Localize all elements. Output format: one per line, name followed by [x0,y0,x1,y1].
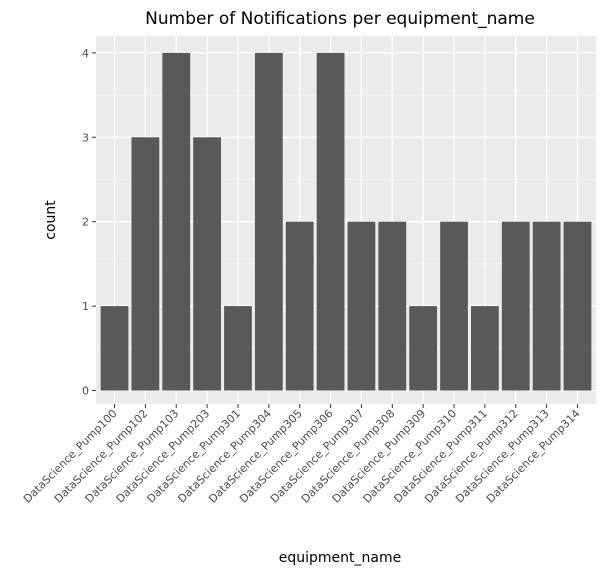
bar-DataScience_Pump308 [378,221,407,391]
y-tick-label: 3 [82,131,89,144]
bar-DataScience_Pump312 [501,221,530,391]
chart-title: Number of Notifications per equipment_na… [145,9,535,29]
y-axis: 0 1 2 3 4 [82,47,96,397]
bar-DataScience_Pump304 [254,52,283,391]
bar-DataScience_Pump100 [100,306,129,391]
bar-DataScience_Pump311 [471,306,499,391]
bars [100,52,592,391]
bar-DataScience_Pump103 [162,52,191,391]
y-tick-label: 0 [82,384,89,397]
bar-DataScience_Pump307 [347,221,376,391]
y-tick-label: 1 [82,300,89,313]
bar-DataScience_Pump306 [316,52,345,391]
bar-DataScience_Pump203 [193,137,221,391]
bar-DataScience_Pump305 [285,221,314,391]
x-axis-title: equipment_name [279,550,401,566]
x-axis: DataScience_Pump100DataScience_Pump102Da… [21,404,583,506]
bar-DataScience_Pump301 [224,306,252,391]
bar-DataScience_Pump314 [563,221,592,391]
bar-DataScience_Pump310 [440,221,468,391]
y-tick-label: 4 [82,47,89,60]
bar-DataScience_Pump102 [131,137,160,391]
bar-DataScience_Pump313 [532,221,561,391]
y-axis-title: count [43,200,59,240]
bar-DataScience_Pump309 [409,306,438,391]
y-tick-label: 2 [82,216,89,229]
